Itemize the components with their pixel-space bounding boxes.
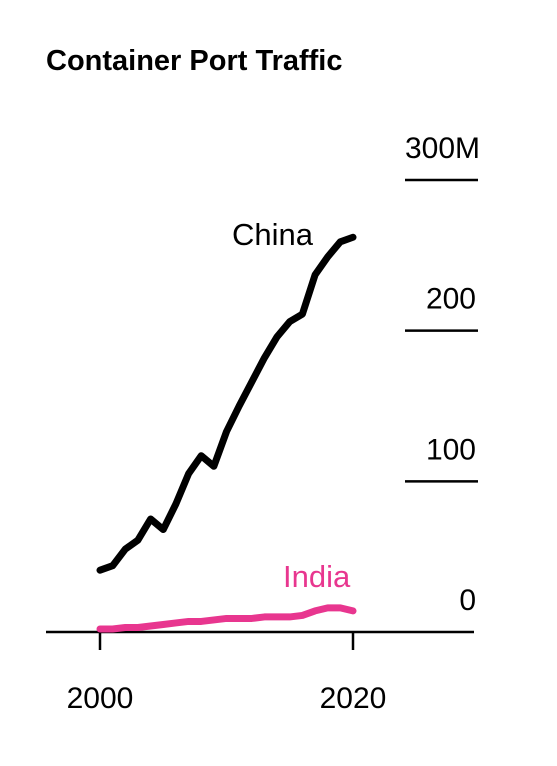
series-label-india: India [283,559,351,594]
series-line-india [96,604,357,633]
y-axis-labels: 0 100 200 300M [405,132,480,617]
x-tick-label-2000: 2000 [67,682,134,715]
y-tick-label-200: 200 [426,283,476,316]
x-tick-label-2020: 2020 [320,682,387,715]
series-label-china: China [232,217,314,252]
y-tick-label-0: 0 [459,584,476,617]
x-axis-ticks [98,632,355,650]
y-tick-label-300: 300M [405,132,480,165]
y-axis-ticks [405,178,478,483]
series-lines [96,233,357,633]
chart-title: Container Port Traffic [46,45,343,77]
x-axis-labels: 2000 2020 [67,682,387,715]
y-tick-label-100: 100 [426,433,476,466]
series-line-china [96,233,357,574]
